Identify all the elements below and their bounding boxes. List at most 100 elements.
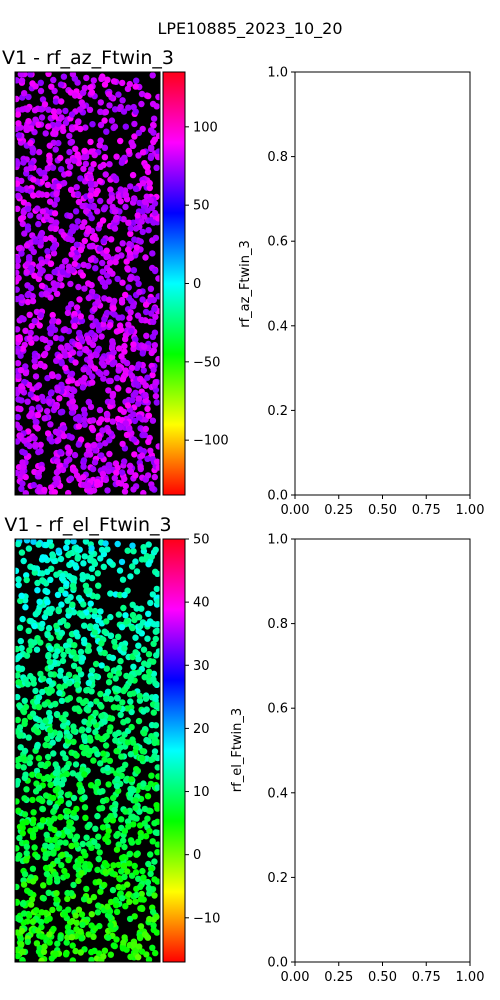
panel-el-point: [32, 611, 39, 618]
panel-az-point: [80, 463, 87, 470]
panel-az-point: [105, 428, 112, 435]
panel-el-point: [98, 703, 105, 710]
panel-el-point: [118, 816, 125, 823]
panel-el-point: [23, 576, 30, 584]
panel-az-point: [84, 228, 92, 235]
panel-az-point: [56, 395, 63, 402]
panel-el-point: [82, 539, 90, 545]
panel-az-point: [44, 408, 51, 415]
panel-el-point: [145, 651, 153, 658]
panel-el-point: [137, 833, 145, 841]
panel-el-point: [148, 733, 155, 740]
panel-az-point: [135, 395, 142, 402]
panel-az-point: [125, 219, 132, 226]
panel-az-point: [106, 267, 114, 275]
panel-el-point: [64, 539, 71, 546]
panel-az-point: [15, 125, 20, 133]
panel-az-point: [128, 139, 135, 146]
panel-az-point: [31, 363, 39, 370]
panel-el-point: [73, 833, 81, 840]
panel-el-point: [127, 837, 135, 844]
panel-az-point: [80, 261, 87, 268]
panel-az-point: [100, 206, 108, 213]
panel-az-point: [15, 295, 20, 303]
panel-el-point: [99, 824, 107, 831]
panel-az-point: [25, 205, 32, 213]
panel-az-point: [66, 132, 73, 140]
panel-el-point: [113, 782, 121, 790]
panel-az-point: [130, 303, 137, 310]
panel-el-point: [133, 568, 141, 575]
panel-az-point: [68, 300, 75, 308]
panel-el-point: [64, 622, 71, 629]
panel-az-point: [29, 293, 36, 300]
panel-az-point: [41, 415, 48, 422]
panel-el-point: [97, 690, 104, 698]
panel-el-point: [23, 572, 30, 579]
panel-az-point: [53, 479, 60, 487]
panel-az-point: [91, 365, 99, 372]
panel-el-point: [130, 548, 137, 555]
colorbar-el-tick-label: 50: [193, 533, 210, 548]
panel-az-point: [53, 469, 61, 476]
panel-el-point: [115, 633, 122, 640]
axes-el-ytick-label: 0.8: [267, 617, 288, 632]
panel-az-point: [139, 149, 147, 156]
panel-el-point: [35, 755, 43, 762]
panel-az-point: [87, 181, 95, 188]
panel-az-point: [68, 434, 75, 441]
panel-az-point: [25, 381, 33, 389]
panel-el-point: [86, 821, 93, 828]
panel-az-point: [141, 213, 148, 220]
panel-el-point: [150, 640, 157, 647]
panel-el-point: [120, 862, 128, 869]
panel-az-point: [122, 482, 129, 490]
panel-az-point: [131, 196, 138, 203]
panel-el-point: [23, 850, 30, 857]
panel-el-point: [113, 747, 120, 755]
panel-az-point: [72, 359, 79, 366]
panel-az-point: [39, 208, 46, 215]
panel-az-point: [34, 425, 41, 432]
panel-el-point: [54, 875, 61, 882]
panel-el-point: [25, 912, 33, 919]
panel-el-point: [56, 732, 64, 739]
panel-el-point: [112, 896, 120, 904]
panel-az-point: [35, 404, 42, 411]
panel-el-point: [113, 902, 120, 909]
panel-el-point: [92, 729, 99, 736]
panel-el-point: [101, 881, 108, 889]
panel-el-point: [124, 881, 131, 888]
panel-el-point: [58, 697, 66, 704]
panel-az-point: [79, 202, 86, 210]
panel-az-point: [53, 196, 61, 203]
panel-el-point: [56, 683, 63, 690]
panel-az-point: [102, 476, 110, 484]
panel-az-point: [90, 203, 97, 211]
panel-el-point: [113, 694, 121, 702]
panel-az-point: [25, 436, 33, 443]
panel-az-point: [44, 248, 51, 255]
panel-az-point: [45, 398, 53, 405]
panel-az-point: [87, 256, 95, 263]
panel-az-point: [68, 126, 76, 133]
panel-az-point: [133, 77, 140, 84]
panel-el-point: [150, 922, 157, 929]
panel-el-point: [115, 787, 122, 795]
panel-az-point: [152, 392, 160, 400]
panel-el-point: [15, 645, 20, 653]
panel-el-point: [55, 607, 62, 614]
panel-az-point: [41, 350, 49, 357]
panel-az-point: [139, 208, 146, 215]
panel-az-point: [146, 179, 153, 187]
panel-az-point: [142, 391, 149, 399]
panel-el-point: [129, 542, 136, 549]
panel-el-point: [63, 813, 70, 820]
panel-el-point: [17, 732, 24, 739]
panel-az-point: [144, 455, 151, 462]
panel-el-point: [113, 846, 121, 853]
panel-az-point: [36, 484, 43, 491]
panel-el-point: [109, 654, 117, 662]
panel-az-point: [27, 212, 34, 219]
panel-el-point: [52, 769, 59, 777]
